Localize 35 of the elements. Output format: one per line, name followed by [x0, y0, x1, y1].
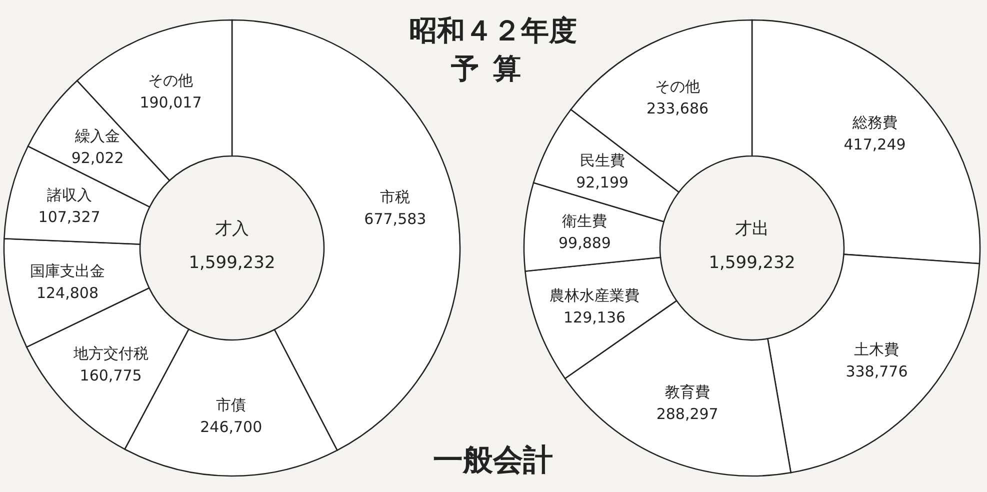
slice-label: 諸収入 — [46, 186, 92, 204]
data-label: 124,808 — [36, 284, 99, 302]
text: 1,599,232 — [708, 253, 796, 273]
slice-label: 市債 — [216, 396, 246, 414]
slice-label: 教育費 — [664, 383, 710, 402]
slice-label: 衛生費 — [562, 212, 608, 230]
text: 才出 — [735, 219, 769, 239]
chart-title: 昭和４２年度 — [409, 14, 577, 47]
slice-label: 土木費 — [854, 340, 900, 359]
data-label: 190,017 — [140, 94, 202, 112]
data-label: 233,686 — [646, 99, 709, 118]
data-label: 129,136 — [564, 308, 626, 327]
text: 1,599,232 — [188, 253, 276, 273]
text: 一般会計 — [433, 443, 553, 478]
data-label: 107,327 — [38, 208, 100, 226]
slice-label: 民生費 — [580, 152, 625, 170]
data-label: 160,775 — [80, 366, 142, 384]
slice-label: 市税 — [380, 188, 410, 206]
slice-label: その他 — [655, 77, 700, 96]
data-label: 92,022 — [71, 149, 124, 168]
data-label: 677,583 — [364, 210, 426, 228]
data-label: 338,776 — [846, 362, 908, 381]
data-label: 417,249 — [844, 135, 906, 154]
text: 才入 — [215, 219, 249, 239]
slice-label: 繰入金 — [74, 127, 120, 146]
slice-label: 地方交付税 — [72, 344, 148, 362]
slice-label: 国庫支出金 — [30, 262, 105, 280]
slice-label: 総務費 — [851, 113, 898, 132]
data-label: 288,297 — [656, 405, 718, 424]
data-label: 92,199 — [576, 174, 629, 192]
text: 予算 — [450, 52, 535, 85]
slice-label: その他 — [148, 72, 194, 90]
data-label: 246,700 — [200, 418, 262, 436]
slice-label: 農林水産業費 — [550, 286, 640, 305]
data-label: 99,889 — [558, 234, 611, 252]
